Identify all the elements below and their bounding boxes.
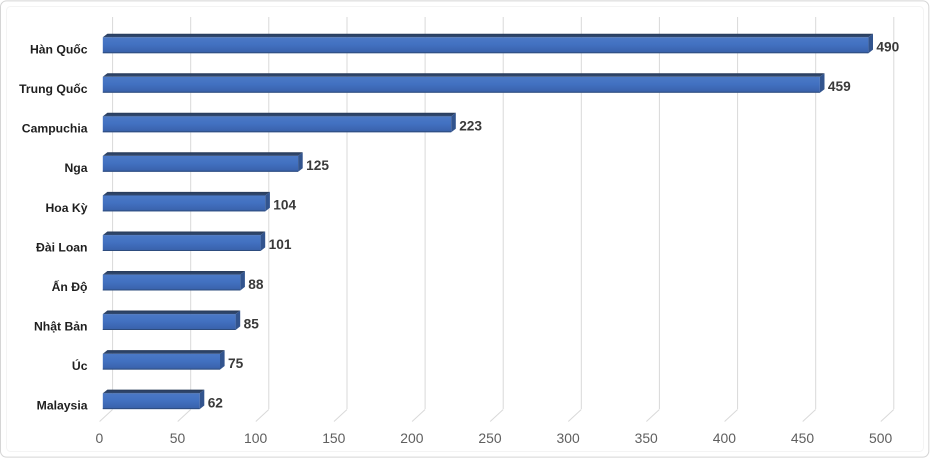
svg-text:500: 500	[869, 430, 892, 446]
svg-text:200: 200	[400, 430, 423, 446]
svg-text:0: 0	[96, 430, 104, 446]
svg-text:88: 88	[248, 277, 264, 292]
svg-text:Hàn Quốc: Hàn Quốc	[30, 43, 88, 57]
svg-text:Nga: Nga	[64, 161, 87, 175]
svg-text:50: 50	[170, 430, 186, 446]
svg-text:450: 450	[791, 430, 814, 446]
svg-text:250: 250	[478, 430, 501, 446]
svg-text:Ấn Độ: Ấn Độ	[52, 279, 88, 294]
svg-text:150: 150	[322, 430, 345, 446]
svg-text:459: 459	[828, 79, 851, 94]
svg-text:400: 400	[713, 430, 736, 446]
svg-text:Trung Quốc: Trung Quốc	[19, 82, 88, 96]
svg-text:Hoa Kỳ: Hoa Kỳ	[46, 201, 88, 215]
svg-text:100: 100	[244, 430, 267, 446]
svg-text:101: 101	[269, 237, 292, 252]
svg-text:Nhật Bản: Nhật Bản	[34, 319, 88, 333]
svg-text:125: 125	[306, 158, 329, 173]
svg-text:Đài Loan: Đài Loan	[36, 240, 87, 254]
svg-text:223: 223	[459, 119, 482, 134]
svg-text:62: 62	[208, 395, 224, 410]
svg-text:Malaysia: Malaysia	[37, 399, 88, 413]
svg-text:Úc: Úc	[72, 358, 88, 373]
svg-text:300: 300	[557, 430, 580, 446]
svg-text:75: 75	[228, 356, 244, 371]
svg-text:Campuchia: Campuchia	[22, 122, 88, 136]
svg-text:85: 85	[244, 316, 260, 331]
svg-text:490: 490	[876, 40, 899, 55]
svg-text:104: 104	[273, 198, 296, 213]
svg-text:350: 350	[635, 430, 658, 446]
